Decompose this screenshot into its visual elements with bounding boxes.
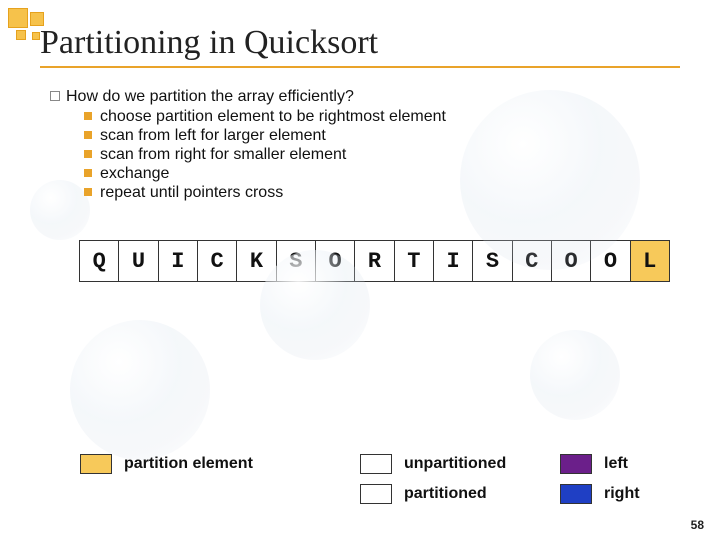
legend-label: partition element [124,455,253,473]
bullet-label: exchange [100,165,169,182]
page-number: 58 [691,518,704,532]
square-bullet-icon [84,188,92,196]
array-cell: S [472,240,512,282]
array-cell: T [394,240,434,282]
array-visualization: QUICKSORTISCOOL [80,240,670,282]
list-item: repeat until pointers cross [84,184,670,202]
bullet-label: repeat until pointers cross [100,184,283,201]
array-cell-partition: L [630,240,670,282]
square-bullet-icon [84,150,92,158]
swatch-partitioned [360,484,392,504]
hollow-square-bullet-icon [50,91,60,101]
array-cell: Q [79,240,119,282]
square-bullet-icon [84,169,92,177]
list-item: choose partition element to be rightmost… [84,108,670,126]
swatch-partition-element [80,454,112,474]
list-item: scan from left for larger element [84,127,670,145]
lead-text: How do we partition the array efficientl… [50,88,670,106]
lead-label: How do we partition the array efficientl… [66,88,354,105]
array-cell: I [158,240,198,282]
bullet-label: scan from left for larger element [100,127,326,144]
legend-label: partitioned [404,485,487,503]
array-cell: S [276,240,316,282]
bullet-label: choose partition element to be rightmost… [100,108,446,125]
bg-bubble [70,320,210,460]
square-bullet-icon [84,112,92,120]
array-cell: O [590,240,630,282]
list-item: exchange [84,165,670,183]
swatch-right [560,484,592,504]
swatch-unpartitioned [360,454,392,474]
array-cell: K [236,240,276,282]
legend-label: right [604,485,640,503]
slide-title: Partitioning in Quicksort [40,24,680,62]
corner-decoration [8,8,68,48]
list-item: scan from right for smaller element [84,146,670,164]
content-area: How do we partition the array efficientl… [0,74,720,282]
legend: partition element unpartitioned left par… [80,454,690,514]
legend-label: left [604,455,628,473]
array-cell: C [512,240,552,282]
legend-label: unpartitioned [404,455,506,473]
swatch-left [560,454,592,474]
square-bullet-icon [84,131,92,139]
bullet-label: scan from right for smaller element [100,146,346,163]
bullet-list: choose partition element to be rightmost… [50,108,670,202]
array-cell: O [315,240,355,282]
title-underline [40,66,680,68]
array-cell: I [433,240,473,282]
array-cell: O [551,240,591,282]
bg-bubble [530,330,620,420]
array-cell: R [354,240,394,282]
array-cell: C [197,240,237,282]
array-cell: U [118,240,158,282]
